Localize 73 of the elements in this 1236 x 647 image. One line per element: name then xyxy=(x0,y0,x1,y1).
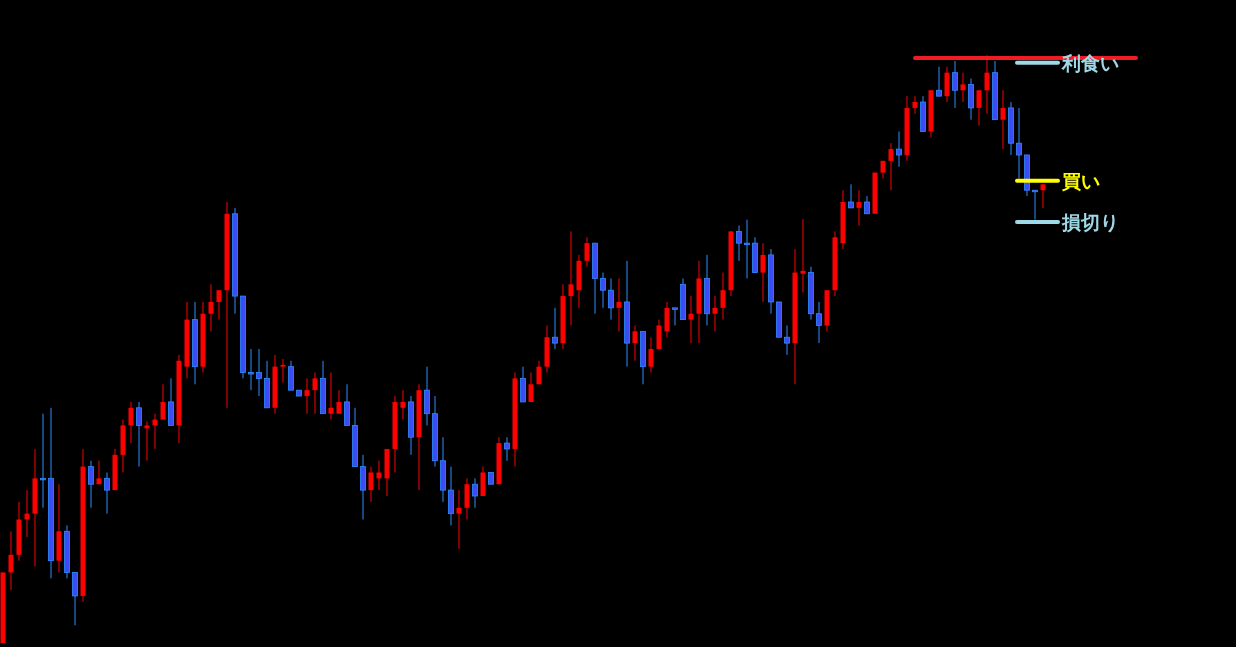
candlestick xyxy=(248,348,254,391)
candlestick xyxy=(1040,183,1046,209)
candlestick xyxy=(328,372,334,421)
candlestick xyxy=(256,348,262,397)
candlestick xyxy=(616,277,622,332)
candlestick xyxy=(960,72,966,103)
candlestick xyxy=(24,489,30,538)
candlestick xyxy=(168,377,174,426)
candlestick xyxy=(656,319,662,350)
candlestick xyxy=(280,358,286,384)
candlestick xyxy=(608,277,614,321)
candlestick xyxy=(568,230,574,326)
candlestick xyxy=(968,78,974,121)
candlestick xyxy=(528,372,534,403)
candlestick xyxy=(944,66,950,103)
candlestick xyxy=(104,471,110,515)
candlestick xyxy=(464,477,470,521)
candlestick xyxy=(672,307,678,326)
candlestick xyxy=(456,489,462,550)
candlestick xyxy=(800,218,806,294)
candlestick xyxy=(1016,107,1022,179)
candlestick xyxy=(720,272,726,321)
candlestick xyxy=(160,383,166,421)
candlestick xyxy=(144,420,150,462)
candlestick xyxy=(288,360,294,391)
candlestick xyxy=(128,401,134,444)
candlestick xyxy=(520,366,526,403)
candlestick xyxy=(952,60,958,109)
candlestick xyxy=(472,477,478,509)
ref-line-label: 買い xyxy=(1061,169,1100,192)
candlestick xyxy=(712,295,718,332)
candlestick xyxy=(912,95,918,115)
candlestick xyxy=(856,189,862,227)
candlestick xyxy=(424,366,430,426)
candlestick xyxy=(88,460,94,509)
candlestick xyxy=(400,389,406,421)
candlestick xyxy=(816,301,822,344)
candlestick xyxy=(984,54,990,115)
candlestick xyxy=(312,372,318,415)
candlestick xyxy=(136,401,142,468)
candlestick xyxy=(1032,189,1038,221)
candlestick xyxy=(664,301,670,338)
candlestick xyxy=(72,571,78,626)
candlestick xyxy=(304,377,310,415)
candlestick xyxy=(376,460,382,491)
candlestick xyxy=(648,336,654,374)
candlestick xyxy=(736,225,742,262)
candlestick xyxy=(208,283,214,332)
candlestick xyxy=(504,436,510,462)
candlestick xyxy=(744,219,750,279)
candlestick xyxy=(760,242,766,303)
candlestick xyxy=(360,454,366,521)
candlestick xyxy=(936,66,942,97)
candlestick xyxy=(480,466,486,497)
candlestick xyxy=(896,130,902,168)
candlestick xyxy=(584,236,590,268)
candlestick xyxy=(552,307,558,350)
candlestick xyxy=(1000,89,1006,150)
candlestick xyxy=(344,383,350,426)
candlestick xyxy=(600,272,606,309)
candlestick xyxy=(448,466,454,526)
candlestick xyxy=(784,324,790,356)
candlestick xyxy=(976,89,982,127)
candlestick xyxy=(632,324,638,362)
candlestick xyxy=(40,413,46,509)
candlestick xyxy=(336,389,342,415)
candlestick xyxy=(888,142,894,191)
candlestick xyxy=(688,295,694,344)
candlestick xyxy=(216,289,222,321)
candlestick xyxy=(848,183,854,209)
candlestick xyxy=(368,466,374,503)
ref-line-label: 損切り xyxy=(1061,210,1119,233)
candlestick xyxy=(8,530,14,591)
